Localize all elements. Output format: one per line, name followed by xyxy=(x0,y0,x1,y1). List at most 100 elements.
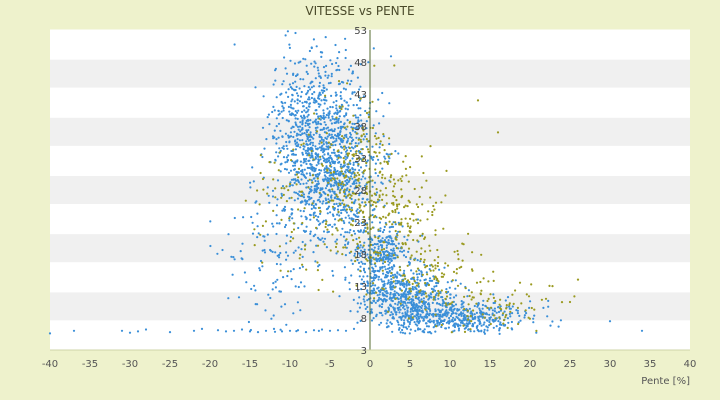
series-2-point xyxy=(398,203,401,206)
series-1-point xyxy=(312,251,315,254)
series-2-point xyxy=(327,200,330,204)
series-1-point xyxy=(338,110,341,113)
series-1-point xyxy=(372,249,375,252)
series-2-point xyxy=(424,266,427,269)
series-1-point xyxy=(296,197,300,200)
series-1-point xyxy=(261,249,264,252)
series-1-point xyxy=(299,146,302,149)
series-1-point xyxy=(322,112,325,115)
series-1-point xyxy=(387,260,390,263)
series-1-point xyxy=(464,326,468,329)
series-1-point xyxy=(443,319,446,322)
y-tick-label: 13 xyxy=(354,282,367,293)
series-1-point xyxy=(275,125,278,128)
series-2-point xyxy=(312,216,315,219)
series-1-point xyxy=(331,225,334,228)
series-2-point xyxy=(355,158,359,161)
series-2-point xyxy=(479,280,482,284)
series-1-point xyxy=(365,127,368,130)
series-1-point xyxy=(364,226,367,229)
series-1-point xyxy=(468,322,471,325)
series-1-point xyxy=(293,199,296,202)
series-1-point xyxy=(469,330,472,333)
series-1-point xyxy=(294,110,297,113)
series-1-point xyxy=(343,165,346,168)
series-2-point xyxy=(404,243,407,246)
series-1-point xyxy=(290,213,293,216)
series-2-point xyxy=(375,155,379,158)
series-1-point xyxy=(346,149,349,152)
series-2-point xyxy=(358,157,361,160)
series-1-point xyxy=(396,272,399,275)
series-1-point xyxy=(319,115,322,118)
series-1-point xyxy=(287,154,290,157)
series-1-point xyxy=(381,231,385,234)
series-1-point xyxy=(381,91,384,95)
series-1-point xyxy=(428,303,431,306)
series-1-point xyxy=(297,61,300,64)
series-2-point xyxy=(446,264,450,267)
series-1-point xyxy=(299,130,302,133)
series-1-point xyxy=(340,209,343,212)
series-1-point xyxy=(333,197,336,200)
x-tick-label: 5 xyxy=(407,359,413,370)
series-1-point xyxy=(302,210,305,213)
series-2-point xyxy=(412,219,415,222)
series-2-point xyxy=(259,171,262,175)
series-1-point xyxy=(547,305,550,308)
series-1-point xyxy=(128,331,132,334)
series-1-point xyxy=(344,184,347,187)
series-1-point xyxy=(322,84,325,87)
series-2-point xyxy=(349,120,352,123)
series-1-point xyxy=(348,83,352,86)
series-1-point xyxy=(559,319,563,322)
series-2-point xyxy=(440,289,443,292)
series-1-point xyxy=(271,250,274,253)
series-1-point xyxy=(324,96,327,99)
series-1-point xyxy=(354,248,357,251)
series-2-point xyxy=(407,234,410,237)
series-2-point xyxy=(535,329,538,332)
series-1-point xyxy=(332,141,335,144)
series-2-point xyxy=(295,173,298,176)
series-1-point xyxy=(297,226,300,230)
series-1-point xyxy=(478,320,481,323)
series-1-point xyxy=(407,250,410,253)
series-1-point xyxy=(399,304,403,307)
series-2-point xyxy=(379,251,382,255)
series-2-point xyxy=(359,150,362,153)
series-1-point xyxy=(263,248,266,252)
series-1-point xyxy=(309,146,312,150)
series-1-point xyxy=(317,72,320,75)
series-1-point xyxy=(357,222,361,225)
series-1-point xyxy=(450,312,453,316)
series-1-point xyxy=(319,122,322,125)
series-1-point xyxy=(400,300,403,303)
series-1-point xyxy=(402,254,406,257)
series-1-point xyxy=(407,320,410,323)
series-1-point xyxy=(288,329,292,332)
series-1-point xyxy=(372,287,375,290)
series-1-point xyxy=(378,305,381,308)
series-2-point xyxy=(298,257,301,260)
series-1-point xyxy=(338,295,341,298)
series-2-point xyxy=(420,247,423,250)
series-1-point xyxy=(322,116,325,119)
series-2-point xyxy=(385,223,388,226)
series-2-point xyxy=(429,196,432,199)
series-2-point xyxy=(384,177,387,180)
series-1-point xyxy=(322,98,325,101)
series-1-point xyxy=(328,177,331,180)
series-1-point xyxy=(297,94,300,97)
series-1-point xyxy=(452,308,455,311)
series-2-point xyxy=(395,246,398,250)
series-1-point xyxy=(294,31,297,35)
series-2-point xyxy=(400,218,403,221)
series-1-point xyxy=(345,101,349,104)
series-1-point xyxy=(310,152,313,155)
series-2-point xyxy=(379,162,382,165)
series-1-point xyxy=(318,142,321,145)
series-1-point xyxy=(294,123,298,126)
series-1-point xyxy=(254,289,257,292)
series-1-point xyxy=(335,107,338,110)
